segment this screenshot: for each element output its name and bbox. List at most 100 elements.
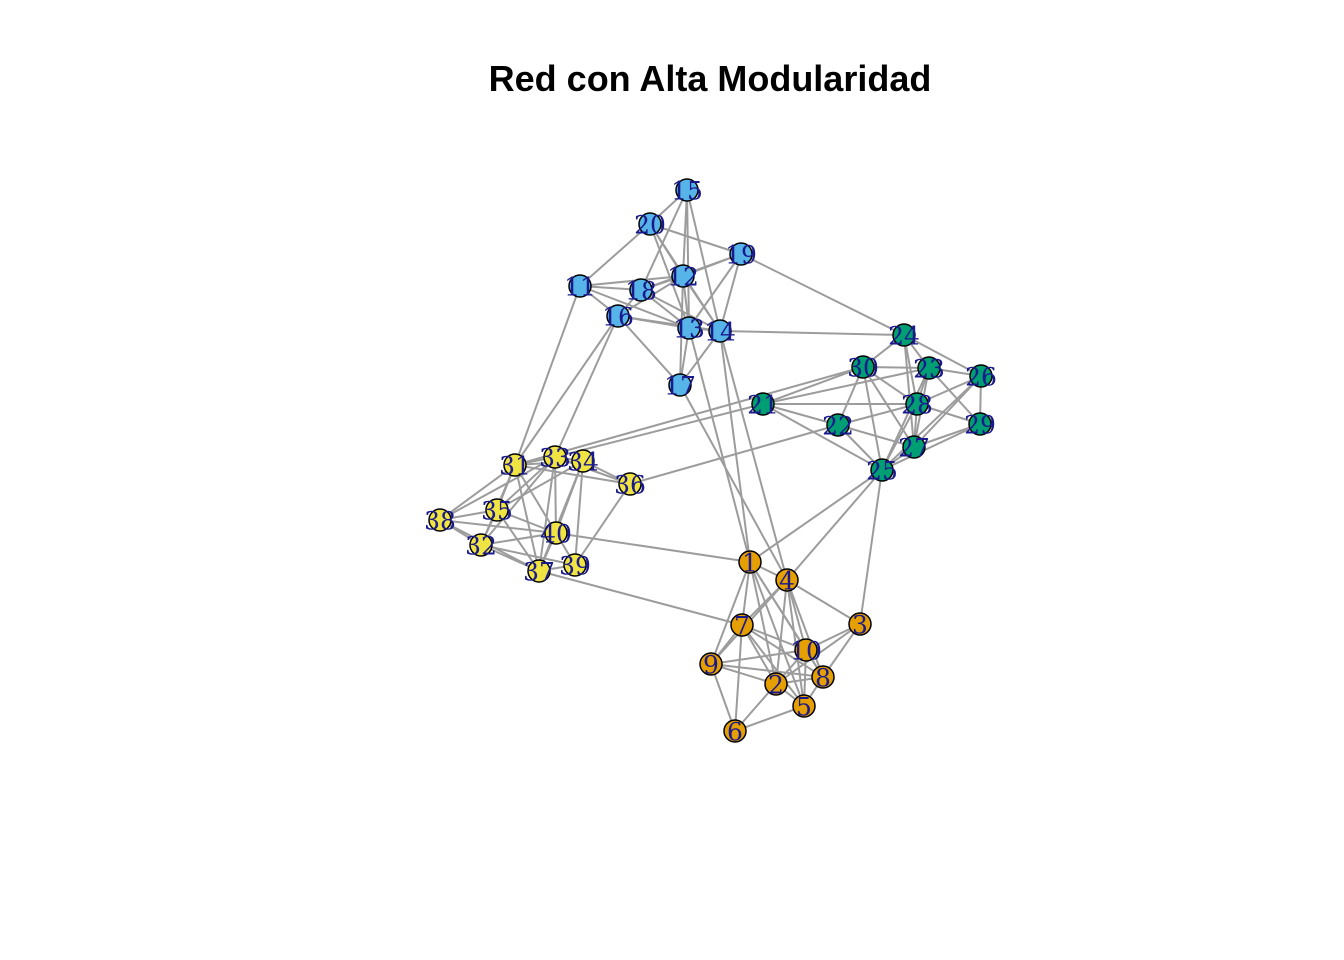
edge-4-10	[786, 579, 807, 651]
edge-14-24	[719, 330, 905, 336]
node-circle	[848, 612, 872, 636]
node-28[interactable]: 28	[901, 391, 933, 420]
node-6[interactable]: 6	[723, 718, 747, 747]
edge-26-25	[881, 375, 982, 471]
edge-36-39	[574, 483, 631, 566]
edge-6-5	[734, 705, 805, 732]
edge-14-1	[719, 330, 751, 563]
node-36[interactable]: 36	[614, 471, 646, 500]
edge-14-4	[719, 330, 788, 581]
edge-11-31	[514, 285, 581, 466]
edge-37-7	[538, 570, 743, 626]
edge-25-1	[749, 469, 883, 563]
node-16[interactable]: 16	[602, 303, 634, 332]
node-32[interactable]: 32	[465, 532, 497, 561]
node-circle	[677, 316, 701, 340]
edge-14-19	[719, 253, 742, 332]
node-2[interactable]: 2	[764, 671, 788, 700]
node-25[interactable]: 25	[866, 457, 898, 486]
node-label: 14	[704, 318, 736, 347]
edge-32-39	[480, 544, 576, 566]
edge-36-31	[514, 464, 631, 485]
edge-33-40	[554, 456, 557, 534]
node-11[interactable]: 11	[564, 273, 596, 302]
node-circle	[968, 412, 992, 436]
edge-22-36	[629, 424, 839, 485]
edge-3-2	[775, 623, 861, 685]
node-circle	[485, 498, 509, 522]
node-circle	[792, 694, 816, 718]
node-10[interactable]: 10	[790, 637, 822, 666]
node-19[interactable]: 19	[725, 241, 757, 270]
node-label: 26	[965, 363, 997, 392]
node-label: 37	[523, 558, 555, 587]
edge-18-14	[640, 289, 721, 332]
node-circle	[629, 278, 653, 302]
node-31[interactable]: 31	[499, 452, 531, 481]
node-5[interactable]: 5	[792, 693, 816, 722]
node-22[interactable]: 22	[822, 412, 854, 441]
edge-35-37	[496, 509, 540, 572]
node-18[interactable]: 18	[625, 277, 657, 306]
node-label: 21	[747, 391, 779, 420]
node-15[interactable]: 15	[671, 177, 703, 206]
node-20[interactable]: 20	[634, 211, 666, 240]
edge-13-19	[688, 253, 742, 329]
node-circle	[764, 672, 788, 696]
edge-15-14	[686, 189, 721, 332]
edge-20-19	[649, 223, 742, 255]
node-40[interactable]: 40	[540, 520, 572, 549]
node-30[interactable]: 30	[847, 354, 879, 383]
node-label: 25	[866, 457, 898, 486]
edge-38-40	[439, 519, 557, 534]
edge-16-31	[514, 315, 619, 466]
node-1[interactable]: 1	[738, 549, 762, 578]
node-12[interactable]: 12	[667, 263, 699, 292]
node-4[interactable]: 4	[775, 567, 799, 596]
node-circle	[851, 355, 875, 379]
node-label: 35	[481, 497, 513, 526]
node-circle	[571, 449, 595, 473]
node-14[interactable]: 14	[704, 318, 736, 347]
edge-33-37	[538, 456, 556, 572]
node-39[interactable]: 39	[559, 552, 591, 581]
edge-31-40	[514, 464, 557, 534]
node-37[interactable]: 37	[523, 558, 555, 587]
node-circle	[568, 274, 592, 298]
node-label: 23	[913, 355, 945, 384]
edge-16-17	[617, 315, 681, 386]
node-27[interactable]: 27	[898, 434, 930, 463]
node-circle	[668, 373, 692, 397]
node-circle	[671, 264, 695, 288]
edge-21-23	[762, 367, 930, 405]
node-21[interactable]: 21	[747, 391, 779, 420]
node-9[interactable]: 9	[699, 651, 723, 680]
node-33[interactable]: 33	[539, 444, 571, 473]
node-17[interactable]: 17	[664, 372, 696, 401]
node-circle	[618, 472, 642, 496]
node-circle	[708, 319, 732, 343]
node-label: 5	[796, 693, 812, 722]
edge-30-25	[862, 366, 883, 471]
node-35[interactable]: 35	[481, 497, 513, 526]
node-circle	[902, 435, 926, 459]
node-label: 15	[671, 177, 703, 206]
node-7[interactable]: 7	[730, 612, 754, 641]
node-13[interactable]: 13	[673, 315, 705, 344]
edge-28-22	[837, 403, 918, 426]
node-23[interactable]: 23	[913, 355, 945, 384]
node-8[interactable]: 8	[811, 664, 835, 693]
node-29[interactable]: 29	[964, 411, 996, 440]
node-label: 32	[465, 532, 497, 561]
node-circle	[527, 559, 551, 583]
edge-23-29	[928, 367, 981, 425]
node-label: 16	[602, 303, 634, 332]
node-38[interactable]: 38	[424, 507, 456, 536]
node-26[interactable]: 26	[965, 363, 997, 392]
node-24[interactable]: 24	[888, 322, 920, 351]
node-34[interactable]: 34	[567, 448, 599, 477]
node-3[interactable]: 3	[848, 611, 872, 640]
node-circle	[729, 242, 753, 266]
edge-4-3	[786, 579, 861, 625]
node-circle	[544, 521, 568, 545]
